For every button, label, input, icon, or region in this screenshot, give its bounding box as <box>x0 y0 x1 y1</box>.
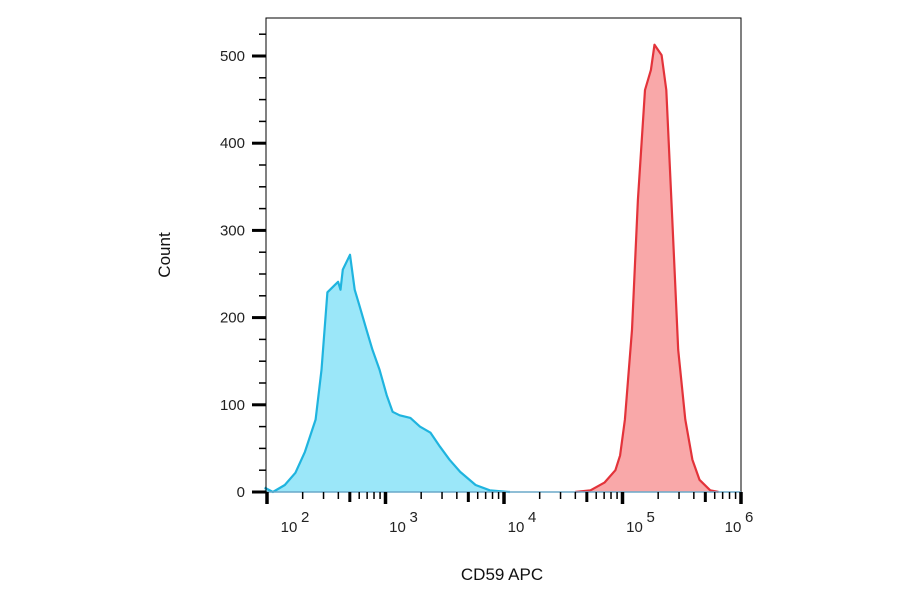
x-tick-label: 10 <box>389 519 406 536</box>
x-tick-label: 10 <box>626 519 643 536</box>
y-tick-label: 200 <box>220 310 245 327</box>
x-axis-title: CD59 APC <box>461 565 543 584</box>
series-fill-1 <box>575 44 719 492</box>
x-tick-exponent: 6 <box>745 509 753 526</box>
series-fill-0 <box>264 254 510 492</box>
y-axis-title: Count <box>155 232 174 278</box>
y-tick-label: 300 <box>220 222 245 239</box>
y-tick-label: 500 <box>220 48 245 65</box>
series-line-1 <box>574 43 719 494</box>
series-line-0 <box>264 253 510 494</box>
x-tick-label: 10 <box>281 519 298 536</box>
x-tick-label: 10 <box>508 519 525 536</box>
x-tick-exponent: 2 <box>301 509 309 526</box>
x-tick-exponent: 3 <box>410 509 418 526</box>
y-tick-label: 400 <box>220 135 245 152</box>
y-tick-label: 0 <box>237 484 245 501</box>
x-tick-exponent: 5 <box>647 509 655 526</box>
y-tick-label: 100 <box>220 397 245 414</box>
x-tick-label: 10 <box>725 519 742 536</box>
series-layer <box>264 43 719 494</box>
x-tick-exponent: 4 <box>528 509 536 526</box>
